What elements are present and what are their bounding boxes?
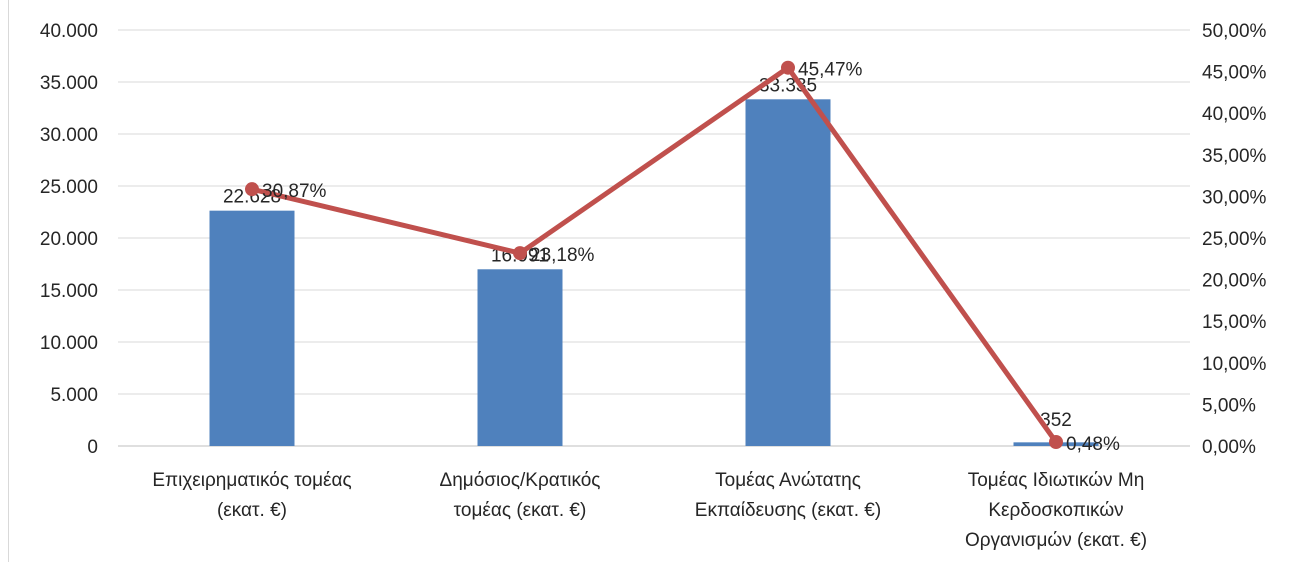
line-series — [249, 65, 1059, 445]
y-right-tick-label: 50,00% — [1202, 21, 1267, 42]
y-right-tick-label: 10,00% — [1202, 354, 1267, 375]
category-label: Τομέας Ανώτατης Εκπαίδευσης (εκατ. €) — [695, 470, 881, 521]
y-left-tick-label: 25.000 — [40, 177, 98, 198]
line-point — [513, 246, 527, 261]
y-right-tick-label: 15,00% — [1202, 312, 1267, 333]
category-label: Τομέας Ιδιωτικών Μη Κερδοσκοπικών Οργανισμ… — [965, 470, 1147, 551]
bar — [745, 99, 831, 446]
y-left-tick-label: 15.000 — [40, 281, 98, 302]
y-right-tick-label: 20,00% — [1202, 271, 1267, 292]
line-value-label: 0,48% — [1066, 434, 1120, 455]
y-right-tick-label: 45,00% — [1202, 63, 1267, 84]
line-point — [245, 182, 259, 197]
y-left-tick-label: 30.000 — [40, 125, 98, 146]
y-left-tick-label: 40.000 — [40, 21, 98, 42]
category-label: Επιχειρηματικός τομέας (εκατ. €) — [152, 470, 351, 521]
bar — [477, 269, 563, 446]
category-label: Δημόσιος/Κρατικός τομέας (εκατ. €) — [440, 470, 601, 521]
y-right-tick-label: 40,00% — [1202, 104, 1267, 125]
y-right-tick-label: 35,00% — [1202, 146, 1267, 167]
y-left-tick-label: 20.000 — [40, 229, 98, 250]
y-right-tick-label: 5,00% — [1202, 395, 1256, 416]
y-left-tick-label: 35.000 — [40, 73, 98, 94]
line-point — [1049, 435, 1063, 450]
y-right-tick-label: 30,00% — [1202, 187, 1267, 208]
y-right-tick-label: 25,00% — [1202, 229, 1267, 250]
bar — [209, 210, 295, 446]
line-value-label: 23,18% — [530, 245, 595, 266]
y-left-tick-label: 0 — [87, 437, 98, 458]
line-point — [781, 60, 795, 75]
bar-value-label: 352 — [1040, 410, 1072, 431]
line-value-label: 30,87% — [262, 181, 327, 202]
y-left-tick-label: 5.000 — [50, 385, 98, 406]
y-right-tick-label: 0,00% — [1202, 437, 1256, 458]
line-value-label: 45,47% — [798, 60, 863, 81]
chart-frame-edge — [8, 0, 9, 562]
y-left-tick-label: 10.000 — [40, 333, 98, 354]
